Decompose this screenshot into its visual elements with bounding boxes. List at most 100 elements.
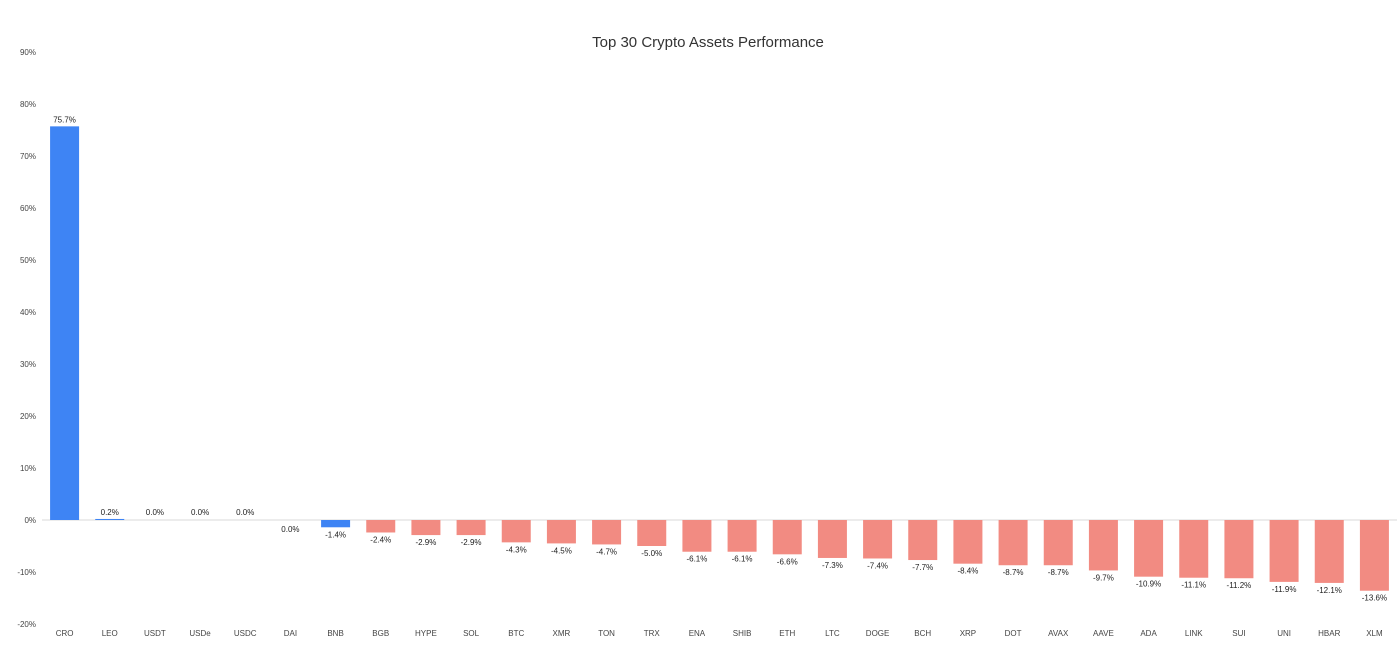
x-tick-label: HYPE — [415, 629, 437, 638]
y-tick-label: 10% — [20, 464, 36, 473]
bar-cro — [50, 126, 80, 521]
x-tick-label: LTC — [825, 629, 840, 638]
bar-bgb — [366, 520, 396, 533]
bar-ena — [682, 520, 712, 552]
data-label: 0.2% — [101, 508, 119, 517]
x-axis: CRO LEO USDT USDe USDC DAI BNB BGB HYPE SOL BTC XMR… — [56, 629, 1383, 638]
x-tick-label: DOGE — [866, 629, 890, 638]
bar-bch — [908, 520, 938, 561]
x-tick-label: ETH — [779, 629, 795, 638]
x-tick-label: DAI — [284, 629, 297, 638]
bar-hype — [411, 520, 441, 536]
y-tick-label: 30% — [20, 360, 36, 369]
bar-xrp — [953, 520, 983, 564]
y-tick-label: 40% — [20, 308, 36, 317]
bar-btc — [501, 520, 531, 543]
y-tick-label: 80% — [20, 100, 36, 109]
data-label: 0.0% — [281, 525, 299, 534]
data-label: 75.7% — [53, 115, 76, 124]
data-label: -4.3% — [506, 545, 527, 554]
bar-xlm — [1359, 520, 1389, 591]
x-tick-label: DOT — [1005, 629, 1022, 638]
x-tick-label: ADA — [1140, 629, 1157, 638]
bars-group — [50, 126, 1389, 591]
x-tick-label: HBAR — [1318, 629, 1340, 638]
y-tick-label: -20% — [17, 620, 36, 629]
chart-title: Top 30 Crypto Assets Performance — [592, 34, 824, 51]
bar-aave — [1088, 520, 1118, 571]
x-tick-label: TRX — [644, 629, 661, 638]
data-label: 0.0% — [236, 508, 254, 517]
x-tick-label: AVAX — [1048, 629, 1069, 638]
data-label: -8.4% — [957, 567, 978, 576]
x-tick-label: SHIB — [733, 629, 752, 638]
y-tick-label: 20% — [20, 412, 36, 421]
data-label: 0.0% — [146, 508, 164, 517]
data-label: -7.3% — [822, 561, 843, 570]
data-label: -12.1% — [1317, 586, 1342, 595]
x-tick-label: SOL — [463, 629, 480, 638]
x-tick-label: SUI — [1232, 629, 1245, 638]
data-label: -9.7% — [1093, 573, 1114, 582]
bar-avax — [1043, 520, 1073, 566]
x-tick-label: AAVE — [1093, 629, 1114, 638]
data-label: -2.9% — [461, 538, 482, 547]
data-label: -1.4% — [325, 530, 346, 539]
y-tick-label: 60% — [20, 204, 36, 213]
x-tick-label: XLM — [1366, 629, 1383, 638]
bar-sol — [456, 520, 486, 536]
x-tick-label: BTC — [508, 629, 524, 638]
bar-uni — [1269, 520, 1299, 582]
data-label: -7.4% — [867, 561, 888, 570]
x-tick-label: BCH — [914, 629, 931, 638]
bar-shib — [727, 520, 757, 552]
bar-bnb — [321, 520, 351, 528]
data-label: -7.7% — [912, 563, 933, 572]
x-tick-label: USDC — [234, 629, 257, 638]
x-tick-label: LINK — [1185, 629, 1203, 638]
data-label: -10.9% — [1136, 580, 1161, 589]
data-label: -2.9% — [415, 538, 436, 547]
data-label: -2.4% — [370, 535, 391, 544]
data-label: -4.7% — [596, 547, 617, 556]
data-label: -6.6% — [777, 557, 798, 566]
data-labels-group: 75.7% 0.2% 0.0% 0.0% 0.0% 0.0% -1.4% -2.4% -2.9%… — [53, 115, 1387, 602]
y-tick-label: 70% — [20, 152, 36, 161]
data-label: -6.1% — [732, 555, 753, 564]
data-label: -5.0% — [641, 549, 662, 558]
bar-ton — [592, 520, 622, 545]
x-tick-label: XMR — [553, 629, 571, 638]
data-label: -11.9% — [1272, 585, 1297, 594]
bar-leo — [95, 518, 125, 520]
data-label: -13.6% — [1362, 594, 1387, 603]
x-tick-label: CRO — [56, 629, 74, 638]
data-label: -8.7% — [1048, 568, 1069, 577]
bar-sui — [1224, 520, 1254, 579]
x-tick-label: LEO — [102, 629, 118, 638]
bar-ada — [1134, 520, 1164, 577]
x-tick-label: ENA — [689, 629, 706, 638]
y-tick-label: 90% — [20, 48, 36, 57]
bar-link — [1179, 520, 1209, 578]
data-label: 0.0% — [191, 508, 209, 517]
bar-hbar — [1314, 520, 1344, 583]
y-tick-label: -10% — [17, 568, 36, 577]
bar-ltc — [817, 520, 847, 558]
bar-eth — [772, 520, 802, 555]
y-axis: -20% -10% 0% 10% 20% 30% 40% 50% 60% 70% 80% 90% — [17, 48, 36, 629]
data-label: -8.7% — [1003, 568, 1024, 577]
x-tick-label: USDe — [189, 629, 211, 638]
y-tick-label: 50% — [20, 256, 36, 265]
bar-xmr — [546, 520, 576, 544]
x-tick-label: BNB — [327, 629, 343, 638]
bar-dot — [998, 520, 1028, 566]
x-tick-label: TON — [598, 629, 615, 638]
x-tick-label: UNI — [1277, 629, 1291, 638]
x-tick-label: BGB — [372, 629, 389, 638]
x-tick-label: XRP — [960, 629, 976, 638]
y-tick-label: 0% — [24, 516, 36, 525]
data-label: -4.5% — [551, 546, 572, 555]
bar-trx — [637, 520, 667, 546]
